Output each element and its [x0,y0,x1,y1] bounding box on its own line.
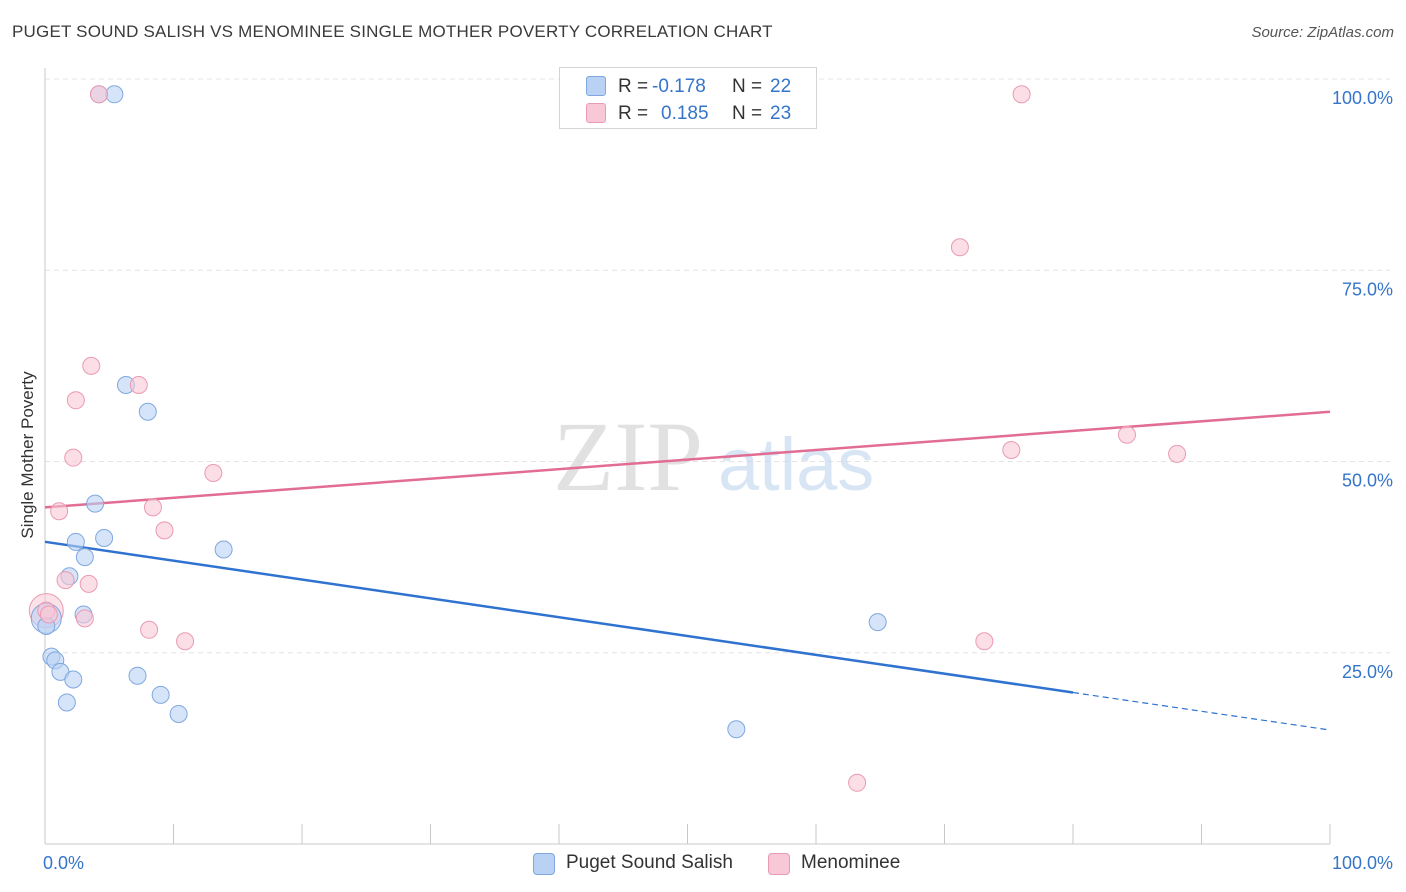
point-menominee [56,571,75,590]
legend-r-value: -0.178 [652,76,706,97]
legend-n-label: N = [732,76,763,97]
legend-r-value: 0.185 [661,103,709,124]
chart-title: PUGET SOUND SALISH VS MENOMINEE SINGLE M… [12,22,773,41]
point-menominee [82,356,101,375]
point-menominee [176,632,195,651]
x-tick-label: 0.0% [43,853,84,873]
point-puget-sound-salish [105,85,124,104]
point-menominee [204,463,223,482]
point-menominee [89,85,108,104]
gridlines [45,78,1390,654]
trend-line-puget-sound-salish-extension [1072,691,1331,731]
point-puget-sound-salish [57,693,76,712]
x-tick-label: 100.0% [1332,853,1393,873]
point-menominee [1117,425,1136,444]
point-puget-sound-salish [95,529,114,547]
bottom-legend-swatch-blue [533,853,555,875]
point-menominee [66,391,85,410]
source-label: Source: ZipAtlas.com [1251,24,1394,41]
y-tick-label: 100.0% [1332,88,1393,108]
point-puget-sound-salish [727,720,746,739]
point-menominee [950,238,969,257]
trend-line-menominee [44,410,1331,509]
y-tick-label: 50.0% [1342,471,1393,491]
point-menominee [848,773,867,792]
zipatlas-watermark: ZIP atlas [553,401,874,512]
point-puget-sound-salish [75,548,94,567]
legend-n-value: 22 [770,76,792,97]
point-menominee [1002,441,1021,460]
point-menominee [129,376,148,394]
point-menominee [140,620,159,639]
legend-r-label: R = [618,76,649,97]
point-puget-sound-salish [138,402,157,421]
trend-line-puget-sound-salish [44,540,1074,694]
point-puget-sound-salish [151,685,170,704]
point-puget-sound-salish [868,613,887,632]
point-puget-sound-salish [128,666,147,685]
bottom-legend-label: Puget Sound Salish [566,852,733,873]
point-menominee [155,521,174,540]
point-menominee [75,609,94,628]
point-menominee [1012,85,1031,104]
point-menominee [64,448,83,467]
legend-swatch-pink [586,103,606,123]
point-puget-sound-salish [169,704,188,723]
bottom-legend-label: Menominee [801,852,901,873]
point-menominee [143,498,162,517]
tick-labels: 25.0% 50.0% 75.0% 100.0% 0.0% 100.0% [43,88,1393,873]
point-menominee [39,605,58,624]
y-tick-label: 75.0% [1342,279,1393,299]
point-menominee [50,502,69,521]
point-puget-sound-salish [214,540,233,559]
point-puget-sound-salish [64,670,83,689]
data-points [28,85,1187,792]
point-puget-sound-salish [66,532,85,551]
legend-swatch-blue [586,76,606,96]
point-puget-sound-salish [86,494,105,513]
legend-n-value: 23 [770,103,792,124]
y-tick-label: 25.0% [1342,662,1393,682]
trend-lines [44,410,1331,731]
point-menominee [79,574,98,593]
legend-n-label: N = [732,103,763,124]
point-menominee [975,632,994,651]
correlation-legend: R = -0.178 N = 22 R = 0.185 N = 23 [559,67,817,129]
watermark-zip: ZIP [553,401,703,512]
watermark-atlas: atlas [718,423,874,506]
point-menominee [1168,444,1187,463]
axes [44,68,1331,845]
legend-r-label: R = [618,103,649,124]
y-axis-label: Single Mother Poverty [18,371,37,539]
bottom-legend-swatch-pink [768,853,790,875]
